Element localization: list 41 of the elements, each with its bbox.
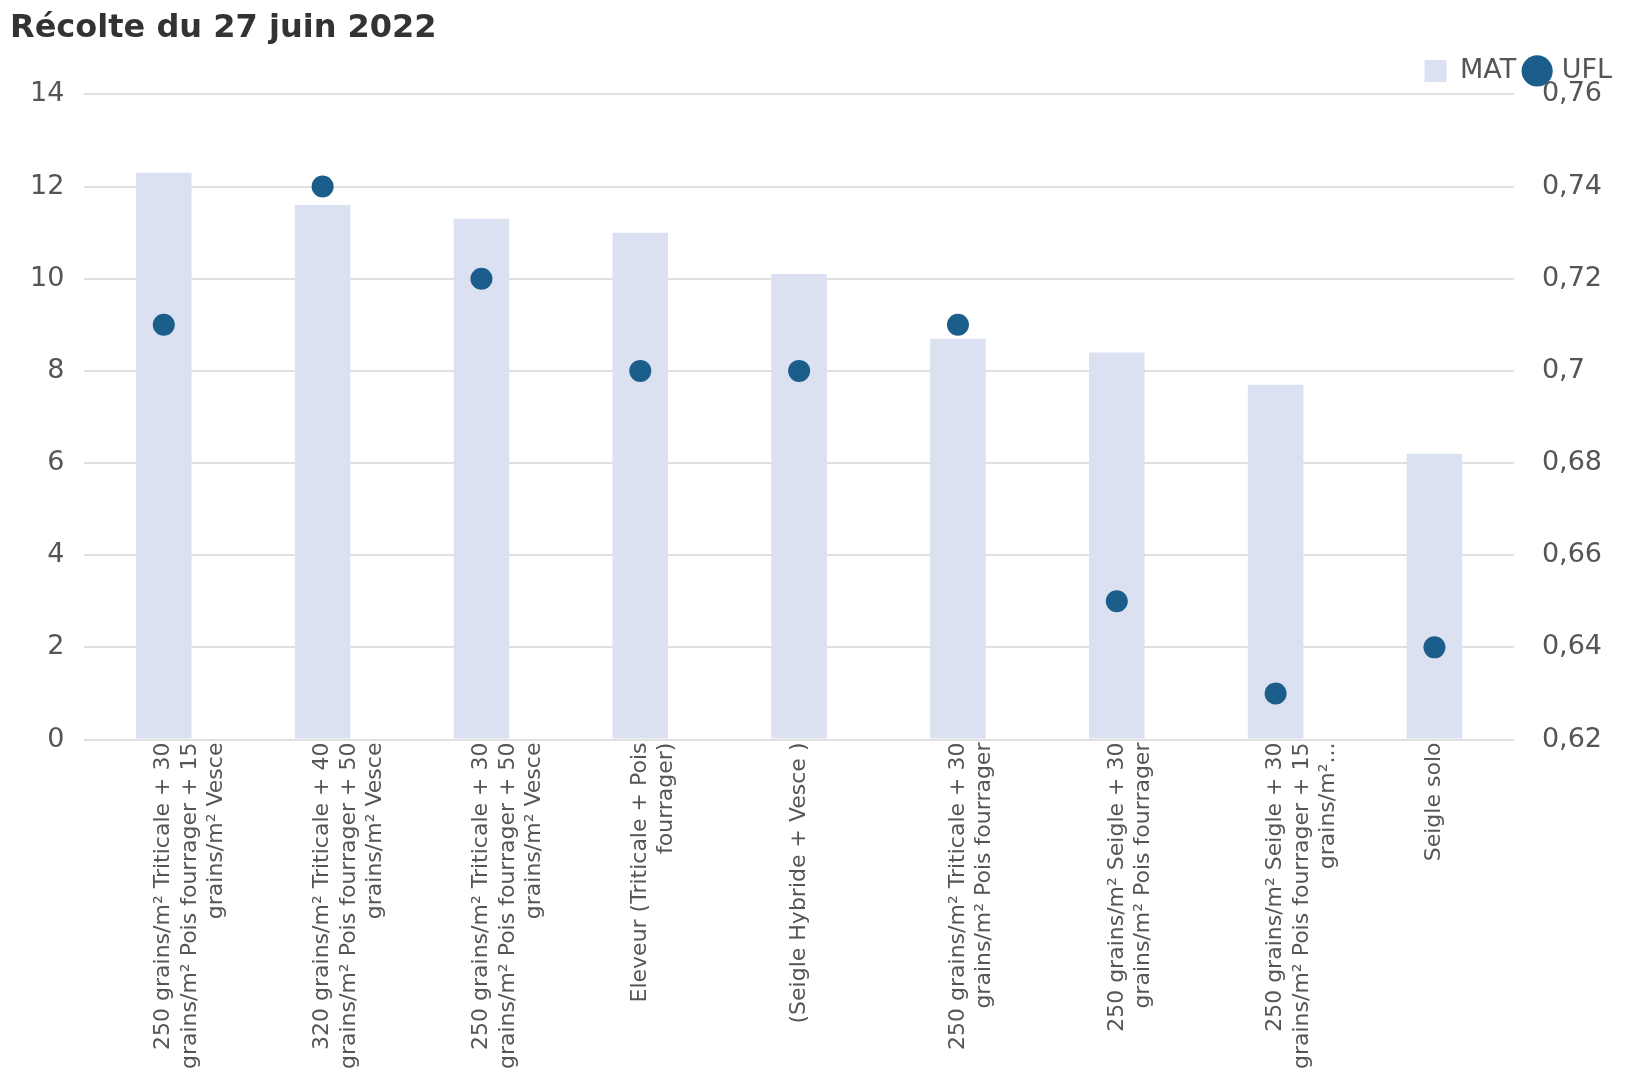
x-tick-label: (Seigle Hybride + Vesce ) bbox=[784, 742, 810, 1024]
y-tick-label: 0 bbox=[47, 721, 65, 753]
point bbox=[629, 359, 652, 382]
y2-tick-label: 0,62 bbox=[1541, 721, 1603, 753]
y-tick-label: 12 bbox=[30, 168, 65, 200]
y2-tick-label: 0,7 bbox=[1541, 352, 1585, 384]
y-tick-label: 14 bbox=[30, 76, 65, 108]
y-tick-label: 4 bbox=[47, 537, 65, 569]
bar bbox=[771, 274, 827, 739]
point bbox=[788, 359, 811, 382]
point bbox=[470, 267, 493, 290]
bar bbox=[294, 204, 351, 739]
bar bbox=[1247, 384, 1304, 739]
x-tick-label: Seigle solo bbox=[1420, 742, 1446, 862]
point bbox=[1423, 636, 1446, 659]
x-tick-label: 250 grains/m² Triticale + 30 grains/m² Pois fourrager bbox=[943, 741, 996, 1050]
y2-tick-label: 0,72 bbox=[1541, 260, 1603, 292]
y2-tick-label: 0,66 bbox=[1541, 537, 1603, 569]
y-tick-label: 10 bbox=[30, 260, 65, 292]
bar bbox=[135, 172, 192, 739]
x-tick-label: 250 grains/m² Triticale + 30 grains/m² Pois fourrager + 15 grains/m² Vesce bbox=[149, 742, 228, 1069]
legend-label: MAT bbox=[1460, 52, 1517, 84]
bar bbox=[930, 338, 986, 739]
y2-tick-label: 0,64 bbox=[1541, 629, 1603, 661]
x-tick-label: 250 grains/m² Seigle + 30 grains/m² Pois fourrager + 15 grains/m²... bbox=[1261, 742, 1340, 1069]
point bbox=[946, 313, 969, 336]
x-tick-label: Eleveur (Triticale + Pois fourrager) bbox=[626, 742, 678, 1003]
point bbox=[1264, 682, 1287, 705]
bar bbox=[1406, 453, 1463, 739]
y2-tick-label: 0,74 bbox=[1541, 168, 1603, 200]
y2-tick-label: 0,68 bbox=[1541, 445, 1603, 477]
bar bbox=[1089, 352, 1145, 739]
point bbox=[1105, 590, 1128, 613]
point bbox=[152, 313, 175, 336]
y-tick-label: 2 bbox=[47, 629, 65, 661]
y-tick-label: 6 bbox=[47, 445, 65, 477]
bar bbox=[612, 232, 669, 739]
chart-title: Récolte du 27 juin 2022 bbox=[10, 6, 437, 45]
y-tick-label: 8 bbox=[47, 352, 65, 384]
point bbox=[311, 175, 334, 198]
bar bbox=[453, 218, 510, 739]
